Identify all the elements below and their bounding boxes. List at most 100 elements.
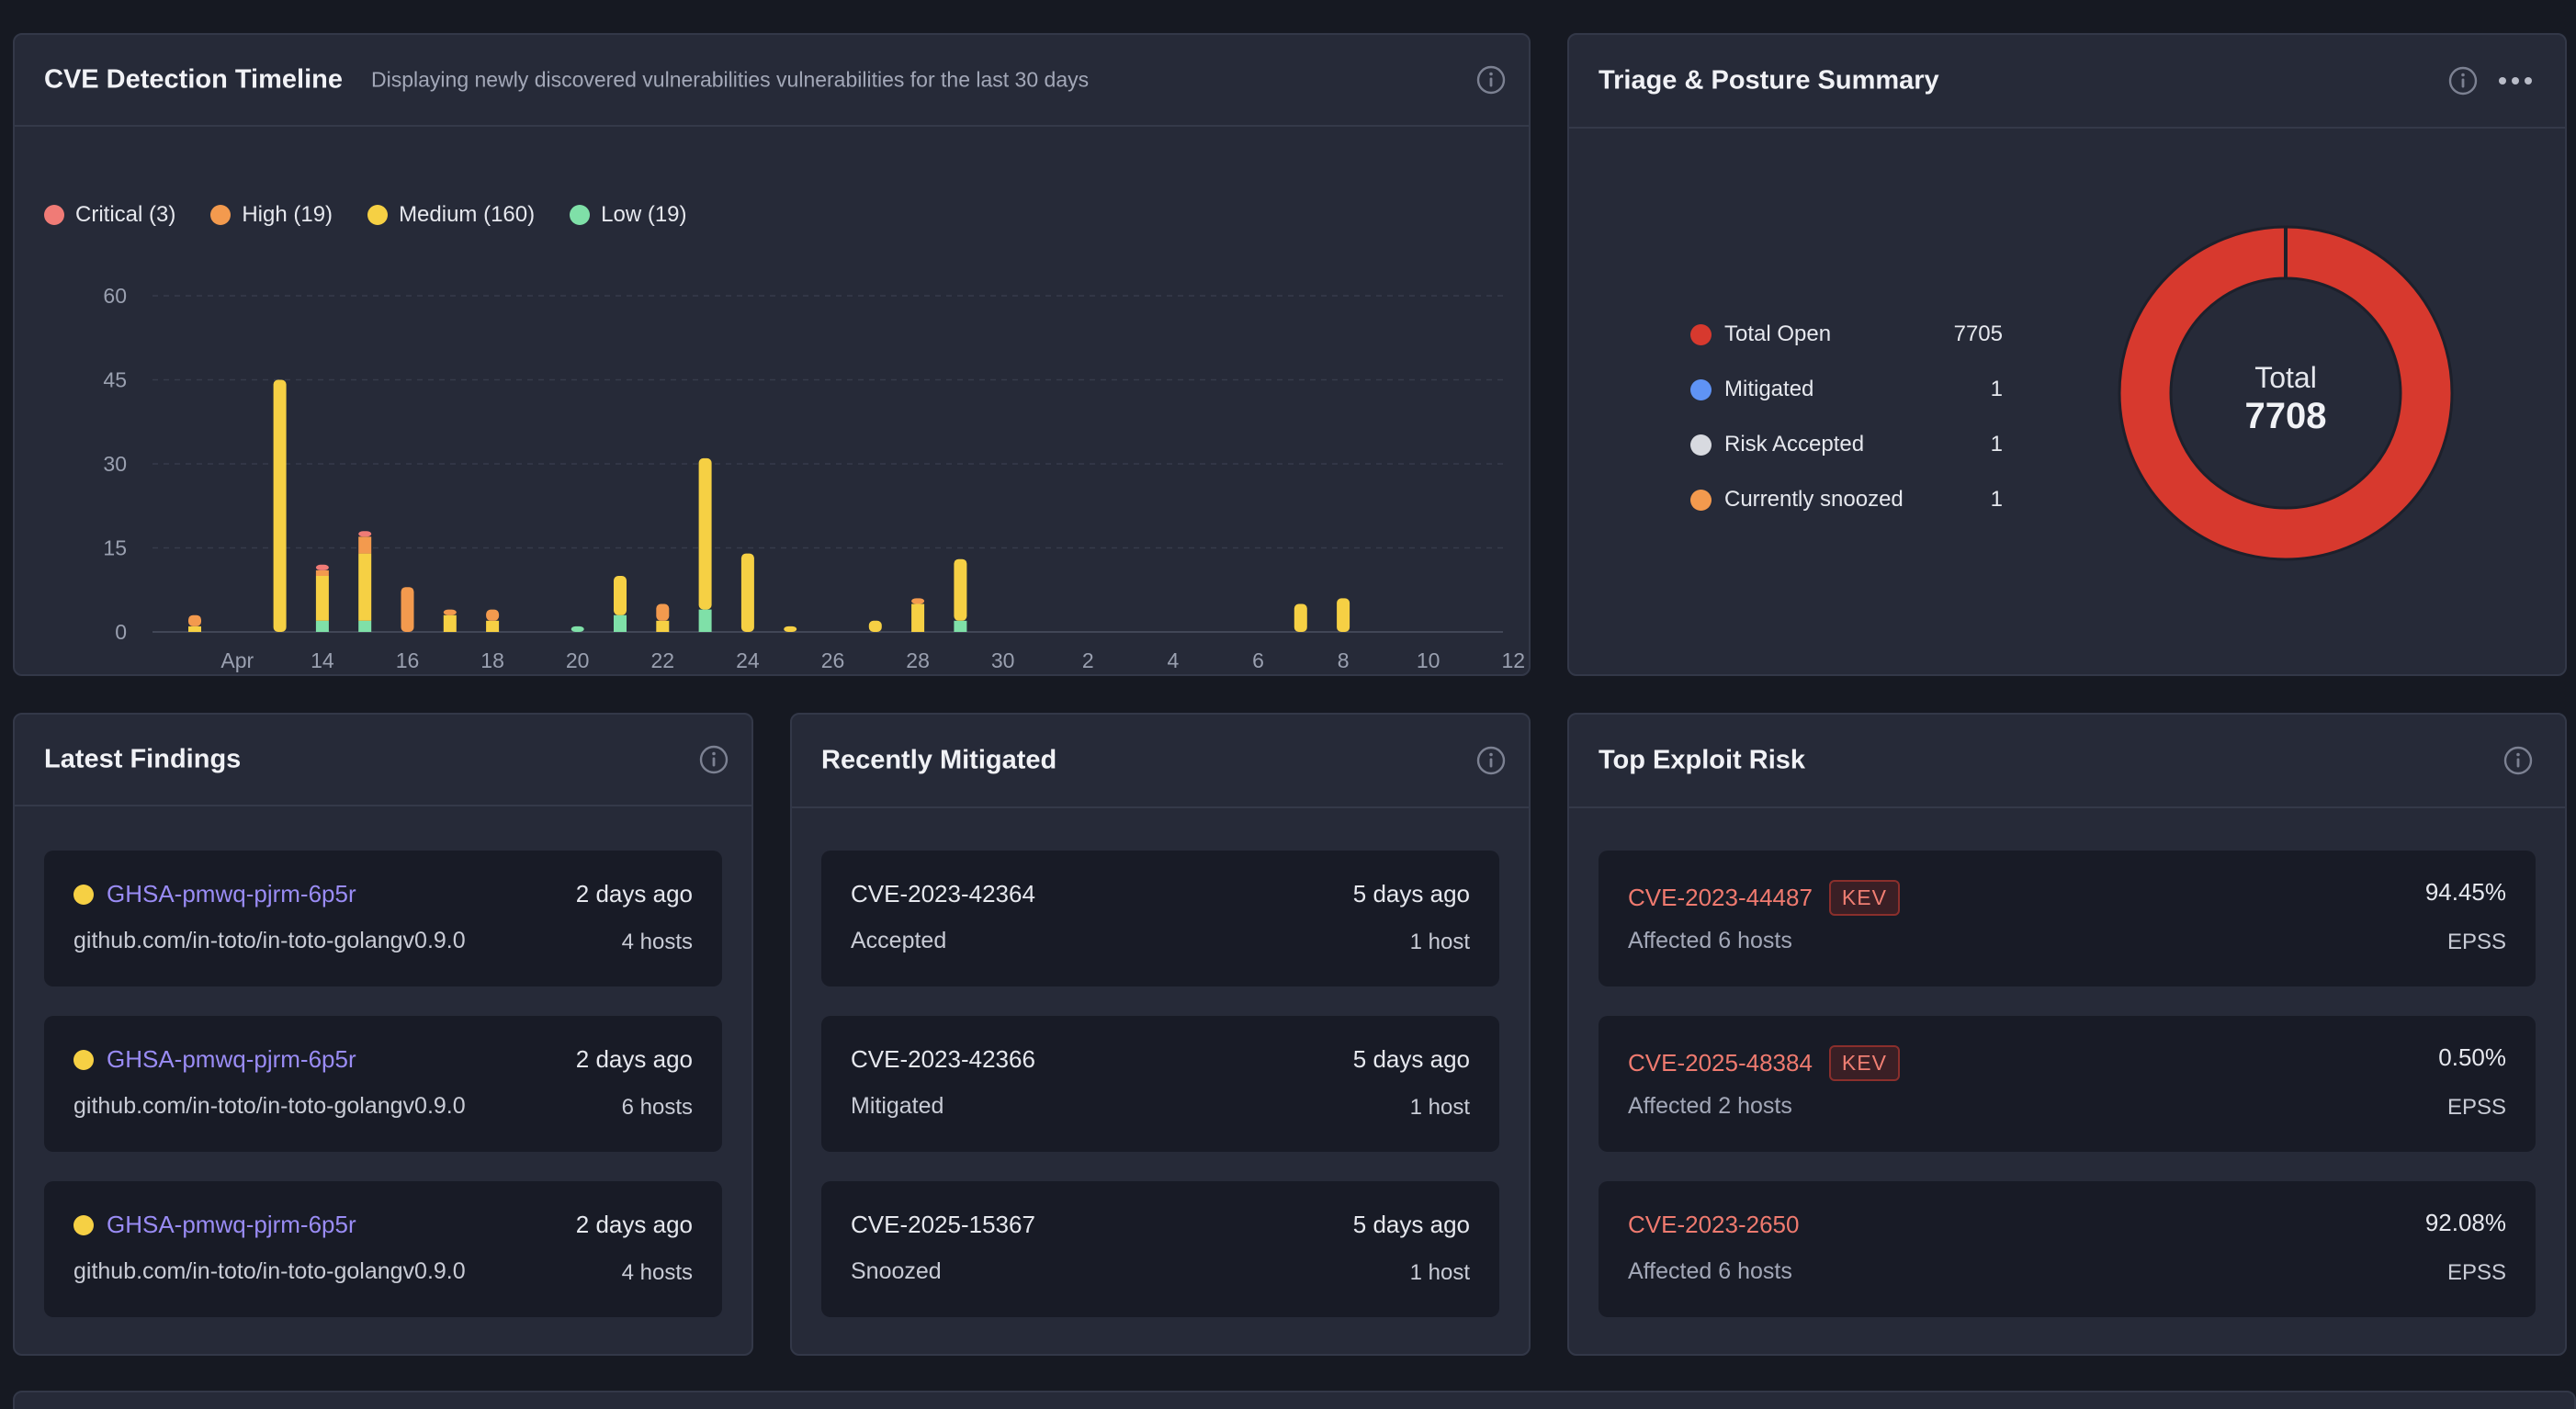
info-icon[interactable] [2503,745,2534,776]
host-count: 1 host [1409,1260,1470,1285]
severity-dot [73,884,94,905]
bar-segment-medium [358,553,372,621]
bar-segment-medium [698,457,712,610]
cve-id[interactable]: CVE-2023-2650 [1628,1211,1800,1238]
bar-segment-low [698,609,712,632]
legend-item-critical[interactable]: Critical (3) [44,202,175,228]
finding-card[interactable]: GHSA-pmwq-pjrm-6p5r 2 days ago github.co… [44,1016,722,1152]
bar-segment-high [656,603,670,621]
legend-swatch [367,205,389,225]
cve-id[interactable]: CVE-2025-48384 [1628,1049,1813,1076]
x-tick-label: 18 [480,648,504,672]
x-tick-label: 8 [1338,648,1350,672]
posture-donut-chart: Total 7708 [2118,225,2454,561]
severity-dot [73,1214,94,1235]
cve-heading: CVE-2023-44487 KEV [1628,880,1900,916]
mitigation-status: Mitigated [851,1093,944,1119]
donut-label: Total [2254,361,2317,394]
affected-hosts: Affected 2 hosts [1628,1093,1792,1119]
y-tick-label: 60 [103,284,127,308]
host-count: 1 host [1409,1095,1470,1120]
cve-id[interactable]: CVE-2023-42366 [851,1045,1035,1073]
panel-title: Top Exploit Risk [1599,745,1806,775]
bar-segment-high [443,609,457,615]
legend-label: Low (19) [601,202,687,227]
recently-mitigated-panel: Recently Mitigated CVE-2023-42364 5 days… [790,713,1531,1356]
info-icon[interactable] [2447,65,2479,96]
panel-header: CVE Detection Timeline Displaying newly … [15,35,1529,127]
cve-timeline-panel: CVE Detection Timeline Displaying newly … [13,33,1531,676]
kev-badge: KEV [1828,1045,1900,1081]
top-exploit-risk-panel: Top Exploit Risk CVE-2023-44487 KEV 94.45… [1567,713,2567,1356]
exploit-card[interactable]: CVE-2023-44487 KEV 94.45% Affected 6 host… [1599,851,2536,986]
finding-id[interactable]: GHSA-pmwq-pjrm-6p5r [73,1045,356,1074]
bar-segment-high [358,536,372,554]
bar-segment-medium [614,576,627,615]
latest-findings-panel: Latest Findings GHSA-pmwq-pjrm-6p5r 2 da… [13,713,753,1356]
advisory-link[interactable]: GHSA-pmwq-pjrm-6p5r [107,880,356,907]
mitigated-time: 5 days ago [1352,1211,1470,1238]
x-tick-label: 26 [821,648,845,672]
y-tick-label: 0 [115,620,127,644]
legend-item-high[interactable]: High (19) [210,202,333,228]
mitigation-status: Snoozed [851,1258,942,1284]
legend-label: High (19) [242,202,333,227]
info-icon[interactable] [1475,64,1507,96]
legend-item-low[interactable]: Low (19) [570,202,687,228]
y-tick-label: 45 [103,368,127,392]
mitigated-card[interactable]: CVE-2023-42364 5 days ago Accepted 1 hos… [821,851,1499,986]
exploit-card[interactable]: CVE-2023-2650 92.08% Affected 6 hosts EP… [1599,1181,2536,1317]
mitigated-time: 5 days ago [1352,1045,1470,1073]
status-dot [1690,434,1712,456]
mitigated-card[interactable]: CVE-2025-15367 5 days ago Snoozed 1 host [821,1181,1499,1317]
legend-swatch [210,205,232,225]
finding-card[interactable]: GHSA-pmwq-pjrm-6p5r 2 days ago github.co… [44,1181,722,1317]
triage-item-mitigated: Mitigated 1 [1690,362,2003,417]
epss-label: EPSS [2446,930,2506,954]
donut-total: 7708 [2245,396,2327,436]
cve-id[interactable]: CVE-2023-44487 [1628,884,1813,911]
bar-segment-low [954,620,967,632]
y-tick-label: 15 [103,536,127,560]
triage-item-snoozed: Currently snoozed 1 [1690,472,2003,527]
bar-segment-low [571,626,584,632]
bar-segment-low [614,614,627,632]
panel-subtitle: Displaying newly discovered vulnerabilit… [371,67,1090,92]
cve-id[interactable]: CVE-2023-42364 [851,880,1035,907]
package-name: github.com/in-toto/in-toto-golangv0.9.0 [73,928,466,953]
advisory-link[interactable]: GHSA-pmwq-pjrm-6p5r [107,1211,356,1238]
finding-id[interactable]: GHSA-pmwq-pjrm-6p5r [73,1211,356,1239]
mitigated-card[interactable]: CVE-2023-42366 5 days ago Mitigated 1 ho… [821,1016,1499,1152]
triage-item-risk-accepted: Risk Accepted 1 [1690,417,2003,472]
host-count: 4 hosts [621,1260,693,1285]
legend-label: Medium (160) [399,202,536,227]
mitigated-time: 5 days ago [1352,880,1470,907]
triage-label: Total Open [1724,321,1832,346]
bar-segment-medium [486,620,500,632]
triage-value: 1 [1990,377,2003,401]
finding-time: 2 days ago [575,880,693,907]
epss-label: EPSS [2446,1095,2506,1120]
package-name: github.com/in-toto/in-toto-golangv0.9.0 [73,1093,466,1119]
finding-id[interactable]: GHSA-pmwq-pjrm-6p5r [73,880,356,908]
info-icon[interactable] [698,744,729,775]
exploit-card[interactable]: CVE-2025-48384 KEV 0.50% Affected 2 hosts… [1599,1016,2536,1152]
info-icon[interactable] [1475,745,1507,776]
bar-segment-high [911,598,925,604]
triage-panel: Triage & Posture Summary Total Open 7705 … [1567,33,2567,676]
cve-id[interactable]: CVE-2025-15367 [851,1211,1035,1238]
panel-title: Recently Mitigated [821,745,1057,775]
legend-item-medium[interactable]: Medium (160) [367,202,535,228]
panel-header: Recently Mitigated [792,715,1529,808]
finding-card[interactable]: GHSA-pmwq-pjrm-6p5r 2 days ago github.co… [44,851,722,986]
bar-segment-low [358,620,372,632]
host-count: 1 host [1409,930,1470,954]
more-options-icon[interactable] [2497,65,2534,96]
advisory-link[interactable]: GHSA-pmwq-pjrm-6p5r [107,1045,356,1073]
cve-heading: CVE-2025-48384 KEV [1628,1045,1900,1081]
severity-dot [73,1049,94,1070]
host-count: 4 hosts [621,930,693,954]
panel-title: Triage & Posture Summary [1599,65,1939,96]
x-tick-label: 4 [1168,648,1180,672]
